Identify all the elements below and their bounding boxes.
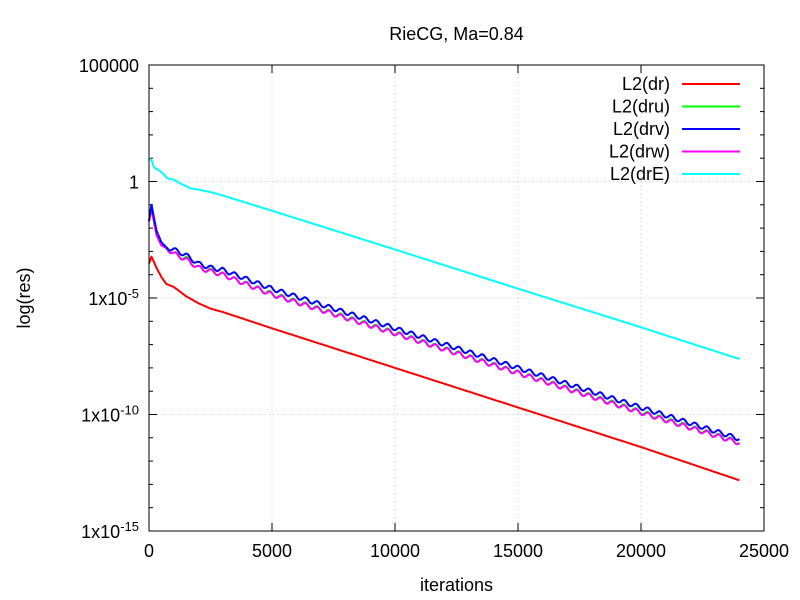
chart-title: RieCG, Ma=0.84 bbox=[389, 24, 524, 44]
x-tick-label: 5000 bbox=[252, 541, 292, 561]
x-tick-label: 25000 bbox=[739, 541, 789, 561]
y-tick-label: 1 bbox=[129, 173, 139, 193]
legend-label-l2-dru: L2(dru) bbox=[612, 97, 670, 117]
tick-labels: 0 5000 10000 15000 20000 25000 100000 1 1x10-5 1x… bbox=[79, 56, 789, 561]
x-tick-label: 10000 bbox=[370, 541, 420, 561]
x-tick-label: 20000 bbox=[616, 541, 666, 561]
series-line-l2-drw bbox=[148, 207, 741, 446]
y-axis-label: log(res) bbox=[14, 267, 34, 328]
legend-label-l2-dr: L2(dr) bbox=[622, 74, 670, 94]
grid bbox=[149, 65, 764, 531]
series-lines bbox=[148, 157, 741, 482]
x-tick-label: 0 bbox=[144, 541, 154, 561]
y-tick-label: 1x10-15 bbox=[81, 519, 139, 542]
x-tick-label: 15000 bbox=[493, 541, 543, 561]
legend-label-l2-drw: L2(drw) bbox=[609, 142, 670, 162]
series-line-l2-drv bbox=[148, 203, 740, 442]
x-axis-label: iterations bbox=[420, 575, 493, 595]
series-line-l2-dru bbox=[148, 206, 741, 445]
legend-label-l2-drv: L2(drv) bbox=[613, 119, 670, 139]
y-tick-label: 100000 bbox=[79, 56, 139, 76]
y-tick-label: 1x10-10 bbox=[81, 403, 139, 426]
y-tick-label: 1x10-5 bbox=[88, 286, 139, 309]
legend: L2(dr) L2(dru)L2(drv) L2(drw)L2(drE) bbox=[609, 74, 740, 184]
plot-frame bbox=[148, 64, 765, 532]
series-line-l2-dre bbox=[148, 157, 740, 360]
legend-label-l2-dre: L2(drE) bbox=[610, 164, 670, 184]
series-line-l2-dr bbox=[148, 255, 740, 482]
